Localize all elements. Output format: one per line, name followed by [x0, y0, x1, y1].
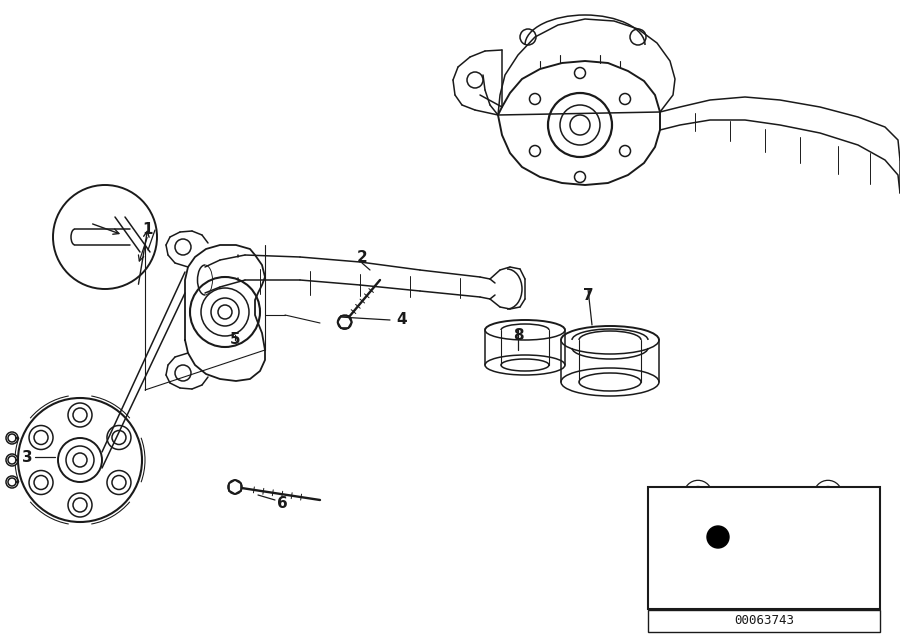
Bar [648, 610, 880, 632]
Text: 5: 5 [230, 333, 240, 347]
Bar [648, 487, 880, 609]
Circle shape [228, 480, 242, 494]
Circle shape [68, 493, 92, 517]
Circle shape [6, 454, 18, 466]
Circle shape [6, 432, 18, 444]
Text: 00063743: 00063743 [734, 615, 794, 627]
Text: 4: 4 [397, 312, 408, 328]
Circle shape [68, 403, 92, 427]
Circle shape [107, 425, 131, 450]
Circle shape [338, 315, 352, 329]
Circle shape [107, 471, 131, 495]
Circle shape [29, 471, 53, 495]
Text: 1: 1 [143, 222, 153, 237]
Text: 7: 7 [582, 288, 593, 302]
Circle shape [707, 526, 729, 548]
Text: 6: 6 [276, 495, 287, 511]
Circle shape [6, 476, 18, 488]
Text: 8: 8 [513, 328, 523, 342]
Circle shape [29, 425, 53, 450]
Text: 3: 3 [22, 450, 32, 464]
Text: 2: 2 [356, 250, 367, 265]
